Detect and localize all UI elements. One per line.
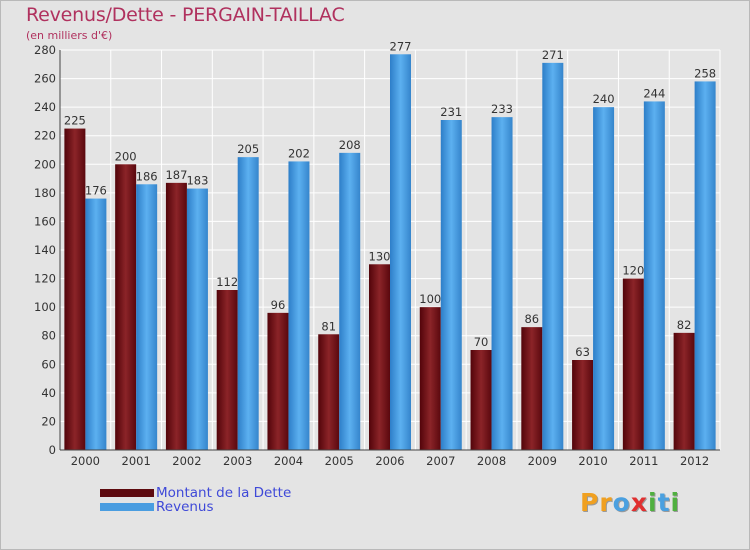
x-tick-label: 2005 (325, 454, 354, 468)
logo-letter: x (630, 488, 648, 517)
revenus-bar (694, 81, 716, 450)
y-tick-label: 220 (34, 129, 56, 143)
y-tick-label: 240 (34, 100, 56, 114)
debt-bar (470, 350, 492, 450)
x-tick-label: 2008 (477, 454, 506, 468)
revenus-data-label: 244 (643, 86, 665, 100)
debt-data-label: 120 (622, 264, 644, 278)
debt-bar (369, 264, 390, 450)
x-tick-label: 2007 (426, 454, 455, 468)
debt-data-label: 112 (216, 275, 238, 289)
debt-bar (419, 307, 441, 450)
legend-swatch-revenus (100, 503, 154, 511)
revenus-data-label: 233 (491, 102, 513, 116)
y-tick-label: 280 (34, 43, 56, 57)
revenus-data-label: 208 (339, 138, 361, 152)
revenus-bar (186, 188, 208, 451)
debt-data-label: 82 (677, 318, 692, 332)
y-tick-label: 160 (34, 214, 56, 228)
revenus-data-label: 271 (542, 48, 564, 62)
x-tick-label: 2001 (122, 454, 151, 468)
x-tick-label: 2000 (71, 454, 100, 468)
x-tick-label: 2012 (680, 454, 709, 468)
debt-data-label: 96 (271, 298, 286, 312)
revenus-bar (339, 152, 361, 450)
logo-letter: P (580, 488, 600, 517)
revenus-data-label: 176 (85, 184, 107, 198)
debt-bar (521, 327, 543, 450)
x-tick-label: 2004 (274, 454, 303, 468)
logo-letter: i (670, 488, 681, 517)
y-tick-label: 100 (34, 300, 56, 314)
revenus-bar (593, 107, 615, 451)
revenus-data-label: 231 (440, 105, 462, 119)
y-tick-label: 120 (34, 272, 56, 286)
y-tick-label: 20 (41, 414, 56, 428)
revenus-bar (237, 157, 259, 450)
debt-data-label: 70 (474, 335, 489, 349)
x-tick-label: 2003 (223, 454, 252, 468)
revenus-data-label: 183 (186, 174, 208, 188)
debt-data-label: 225 (64, 114, 86, 128)
legend-swatch-debt (100, 489, 154, 497)
chart-title: Revenus/Dette - PERGAIN-TAILLAC (26, 4, 345, 26)
legend-label-revenus: Revenus (156, 499, 214, 515)
y-tick-label: 80 (41, 329, 56, 343)
debt-data-label: 100 (419, 292, 441, 306)
debt-bar (318, 334, 340, 450)
debt-bar (673, 332, 695, 450)
logo-letter: i (648, 488, 658, 517)
revenus-bar (85, 198, 107, 450)
debt-bar (165, 182, 187, 450)
debt-data-label: 187 (165, 168, 187, 182)
y-tick-label: 180 (34, 186, 56, 200)
chart-subtitle: (en milliers d'€) (26, 29, 113, 42)
y-tick-label: 140 (34, 243, 56, 257)
x-tick-label: 2006 (375, 454, 404, 468)
logo-letter: t (657, 488, 671, 517)
revenus-bar (542, 62, 564, 450)
y-tick-label: 40 (41, 386, 56, 400)
revenus-data-label: 205 (237, 142, 259, 156)
x-tick-label: 2010 (578, 454, 607, 468)
legend-item-debt: Montant de la Dette (100, 486, 291, 500)
revenus-data-label: 258 (694, 66, 716, 80)
y-tick-label: 260 (34, 72, 56, 86)
debt-bar (572, 360, 594, 450)
legend: Montant de la Dette Revenus (100, 486, 291, 514)
revenus-data-label: 186 (136, 169, 158, 183)
debt-bar (622, 278, 644, 450)
debt-data-label: 81 (321, 319, 336, 333)
x-tick-label: 2011 (629, 454, 658, 468)
revenus-data-label: 277 (390, 39, 412, 53)
revenus-bar (288, 161, 310, 450)
revenus-bar (643, 101, 665, 450)
revenus-bar (440, 120, 462, 450)
legend-label-debt: Montant de la Dette (156, 485, 292, 501)
revenus-data-label: 240 (593, 92, 615, 106)
debt-data-label: 63 (575, 345, 590, 359)
logo-letter: r (599, 488, 613, 517)
revenus-bar (136, 184, 158, 451)
debt-bar (216, 290, 238, 450)
legend-item-revenus: Revenus (100, 500, 291, 514)
debt-data-label: 130 (369, 249, 391, 263)
x-tick-label: 2002 (172, 454, 201, 468)
logo-letter: o (612, 488, 631, 517)
debt-bar (115, 164, 137, 451)
debt-data-label: 86 (524, 312, 539, 326)
y-tick-label: 0 (49, 443, 56, 457)
revenus-data-label: 202 (288, 146, 310, 160)
x-tick-label: 2009 (528, 454, 557, 468)
debt-bar (267, 312, 289, 450)
proxiti-logo: Proxiti (580, 488, 680, 517)
debt-data-label: 200 (115, 149, 137, 163)
y-tick-label: 60 (41, 357, 56, 371)
revenus-bar (491, 117, 513, 451)
debt-bar (64, 128, 86, 451)
revenus-bar (390, 54, 411, 451)
y-tick-label: 200 (34, 157, 56, 171)
